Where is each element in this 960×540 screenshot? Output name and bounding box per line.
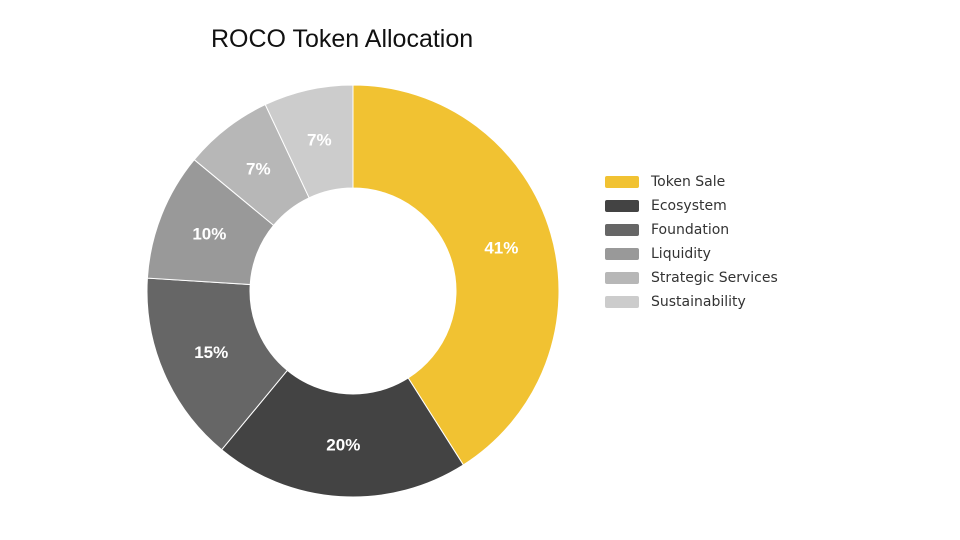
legend-item-token-sale: Token Sale — [605, 170, 778, 194]
legend-item-sustainability: Sustainability — [605, 290, 778, 314]
legend-label: Ecosystem — [651, 198, 727, 214]
slice-ecosystem — [220, 369, 465, 498]
legend-swatch — [605, 200, 639, 212]
legend-item-ecosystem: Ecosystem — [605, 194, 778, 218]
slice-label-liquidity: 10% — [192, 225, 226, 244]
slice-label-foundation: 15% — [194, 343, 228, 362]
legend-swatch — [605, 296, 639, 308]
slice-label-strategic-services: 7% — [246, 159, 271, 178]
legend-label: Foundation — [651, 222, 730, 238]
legend-label: Strategic Services — [651, 270, 778, 286]
legend-item-foundation: Foundation — [605, 218, 778, 242]
legend-label: Liquidity — [651, 246, 711, 262]
chart-legend: Token Sale Ecosystem Foundation Liquidity St… — [605, 170, 778, 314]
legend-swatch — [605, 176, 639, 188]
legend-swatch — [605, 272, 639, 284]
slice-label-sustainability: 7% — [307, 131, 332, 150]
slice-foundation — [146, 277, 289, 451]
legend-item-liquidity: Liquidity — [605, 242, 778, 266]
slice-sustainability — [264, 84, 354, 199]
slice-label-ecosystem: 20% — [326, 436, 360, 455]
legend-swatch — [605, 248, 639, 260]
legend-label: Token Sale — [651, 174, 726, 190]
slice-label-token-sale: 41% — [484, 238, 518, 257]
legend-swatch — [605, 224, 639, 236]
legend-label: Sustainability — [651, 294, 746, 310]
chart-title: ROCO Token Allocation — [211, 25, 474, 53]
legend-item-strategic-services: Strategic Services — [605, 266, 778, 290]
slice-token-sale — [352, 84, 560, 466]
